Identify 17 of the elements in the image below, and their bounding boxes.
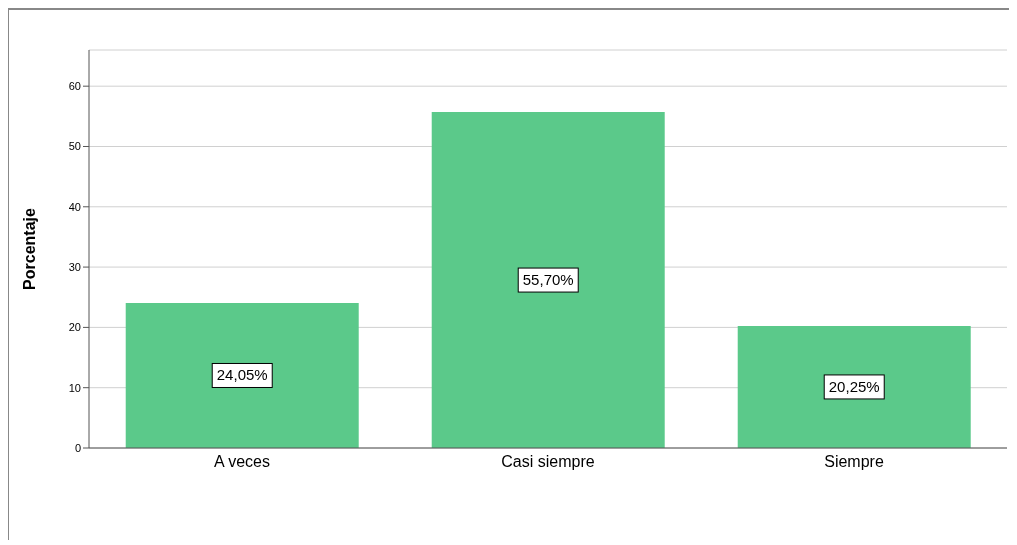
y-tick-label: 30	[68, 261, 81, 273]
y-tick-label: 20	[68, 321, 81, 334]
y-tick-label: 0	[74, 441, 81, 454]
bar	[125, 302, 359, 448]
y-tick-label: 50	[68, 140, 81, 153]
bar	[737, 325, 971, 448]
y-tick-label: 60	[68, 80, 81, 93]
y-tick-label: 40	[68, 200, 81, 213]
data-label: 24,05%	[216, 366, 268, 384]
data-label: 55,70%	[522, 271, 574, 289]
data-label: 20,25%	[828, 377, 880, 395]
y-tick-label: 10	[68, 381, 81, 394]
x-tick-label: Siempre	[824, 453, 884, 471]
x-tick-label: Casi siempre	[501, 453, 595, 471]
bar	[431, 112, 665, 448]
x-tick-label: A veces	[213, 453, 271, 471]
y-axis-title: Porcentaje	[20, 207, 38, 290]
